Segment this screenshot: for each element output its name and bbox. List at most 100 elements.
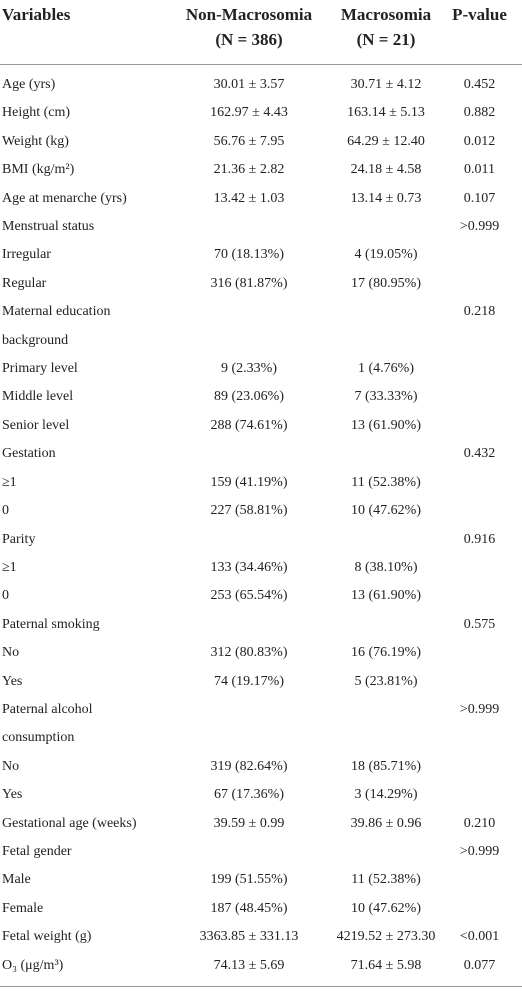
- cell: 312 (80.83%): [210, 645, 288, 661]
- cell: [163, 611, 335, 639]
- cell: 4 (19.05%): [354, 247, 418, 263]
- cell: 5 (23.81%): [354, 673, 418, 689]
- table-row: Maternal education background 0.218: [0, 298, 522, 355]
- cell: 0.012: [463, 133, 496, 149]
- table-row: Age at menarche (yrs) 13.42 ± 1.03 13.14 ±…: [0, 185, 522, 213]
- row-label: Age at menarche (yrs): [2, 190, 127, 206]
- header-cell: Macrosomia (N = 21): [335, 0, 437, 65]
- cell: 199 (51.55%): [210, 872, 288, 888]
- row-label: Height (cm): [2, 105, 71, 121]
- cell: 0.575: [463, 616, 496, 632]
- cell: [437, 355, 522, 383]
- row-label: 0: [2, 588, 9, 604]
- cell: [437, 412, 522, 440]
- cell: 163.14 ± 5.13: [347, 105, 425, 121]
- cell: 17 (80.95%): [351, 275, 421, 291]
- row-label: Weight (kg): [2, 133, 69, 149]
- cell: 67 (17.36%): [214, 787, 284, 803]
- header-text: Non-Macrosomia: [185, 5, 313, 24]
- row-label: Paternal smoking: [2, 616, 100, 632]
- cell: [437, 668, 522, 696]
- cell: [437, 582, 522, 610]
- table-row: Weight (kg) 56.76 ± 7.95 64.29 ± 12.40 0.01…: [0, 128, 522, 156]
- cell: 0.882: [463, 105, 496, 121]
- cell: 0.077: [437, 951, 522, 987]
- table-row: Senior level 288 (74.61%) 13 (61.90%): [0, 412, 522, 440]
- cell: [437, 639, 522, 667]
- table-row: Fetal gender >0.999: [0, 838, 522, 866]
- cell: 13 (61.90%): [351, 588, 421, 604]
- cell: [437, 383, 522, 411]
- table-row: O₃ (μg/m³) 74.13 ± 5.69 71.64 ± 5.98 0.077: [0, 951, 522, 987]
- table-row: Age (yrs) 30.01 ± 3.57 30.71 ± 4.12 0.452: [0, 65, 522, 100]
- cell: [335, 611, 437, 639]
- cell: 0.452: [463, 77, 496, 92]
- cell: 0.011: [464, 162, 495, 178]
- cell: 4219.52 ± 273.30: [336, 929, 436, 945]
- cell: 13.14 ± 0.73: [350, 190, 422, 206]
- cell: 1 (4.76%): [358, 361, 414, 377]
- cell: 0.916: [463, 531, 496, 547]
- cell: [163, 526, 335, 554]
- cell: 30.71 ± 4.12: [350, 77, 422, 92]
- cell: 253 (65.54%): [210, 588, 288, 604]
- cell: [163, 440, 335, 468]
- table-row: Yes 74 (19.17%) 5 (23.81%): [0, 668, 522, 696]
- cell: [437, 866, 522, 894]
- row-label: Menstrual status: [2, 219, 95, 235]
- table-row: Menstrual status >0.999: [0, 213, 522, 241]
- row-label: Gestational age (weeks): [2, 815, 137, 831]
- cell: [163, 213, 335, 241]
- row-label: Fetal weight (g): [2, 929, 92, 945]
- cell: 18 (85.71%): [351, 758, 421, 774]
- cell: 7 (33.33%): [354, 389, 418, 405]
- cell: 187 (48.45%): [210, 900, 288, 916]
- cell: 24.18 ± 4.58: [350, 162, 422, 178]
- row-label: Middle level: [2, 389, 74, 405]
- cell: [437, 554, 522, 582]
- cell: 10 (47.62%): [351, 900, 421, 916]
- table-row: Paternal smoking 0.575: [0, 611, 522, 639]
- cell: [335, 526, 437, 554]
- cell: [163, 838, 335, 866]
- row-label: Primary level: [2, 361, 78, 377]
- cell: 70 (18.13%): [214, 247, 284, 263]
- table-row: ≥1 159 (41.19%) 11 (52.38%): [0, 469, 522, 497]
- table-row: Height (cm) 162.97 ± 4.43 163.14 ± 5.13 0.8…: [0, 99, 522, 127]
- cell: 0.218: [463, 304, 496, 320]
- cell: 319 (82.64%): [210, 758, 288, 774]
- cell: 89 (23.06%): [214, 389, 284, 405]
- cell: [335, 298, 437, 355]
- cell: 56.76 ± 7.95: [213, 133, 285, 149]
- header-text: Macrosomia: [340, 5, 432, 24]
- cell: 227 (58.81%): [210, 503, 288, 519]
- cell: 71.64 ± 5.98: [335, 951, 437, 987]
- row-label: O₃ (μg/m³): [0, 951, 163, 987]
- row-label: 0: [2, 503, 9, 519]
- header-text: (N = 386): [215, 30, 283, 49]
- row-label: Maternal education background: [2, 304, 111, 348]
- table-row: Female 187 (48.45%) 10 (47.62%): [0, 895, 522, 923]
- row-label: Gestation: [2, 446, 56, 462]
- row-label: Yes: [2, 787, 23, 803]
- table-row: Gestational age (weeks) 39.59 ± 0.99 39.86…: [0, 810, 522, 838]
- cell: 13.42 ± 1.03: [213, 190, 285, 206]
- row-label: Age (yrs): [2, 77, 56, 92]
- table-body: Age (yrs) 30.01 ± 3.57 30.71 ± 4.12 0.452 He…: [0, 65, 522, 987]
- table-row: Parity 0.916: [0, 526, 522, 554]
- row-label: No: [2, 758, 20, 774]
- cell: [437, 781, 522, 809]
- table-row: ≥1 133 (34.46%) 8 (38.10%): [0, 554, 522, 582]
- cell: [335, 696, 437, 753]
- row-label: Fetal gender: [2, 843, 72, 859]
- cell: 39.86 ± 0.96: [350, 815, 422, 831]
- cell: 10 (47.62%): [351, 503, 421, 519]
- header-row: Variables Non-Macrosomia (N = 386) Macrosom…: [0, 0, 522, 65]
- cell: [437, 497, 522, 525]
- row-label: Female: [2, 900, 44, 916]
- cell: 3 (14.29%): [354, 787, 418, 803]
- cell: 288 (74.61%): [210, 417, 288, 433]
- table-row: Primary level 9 (2.33%) 1 (4.76%): [0, 355, 522, 383]
